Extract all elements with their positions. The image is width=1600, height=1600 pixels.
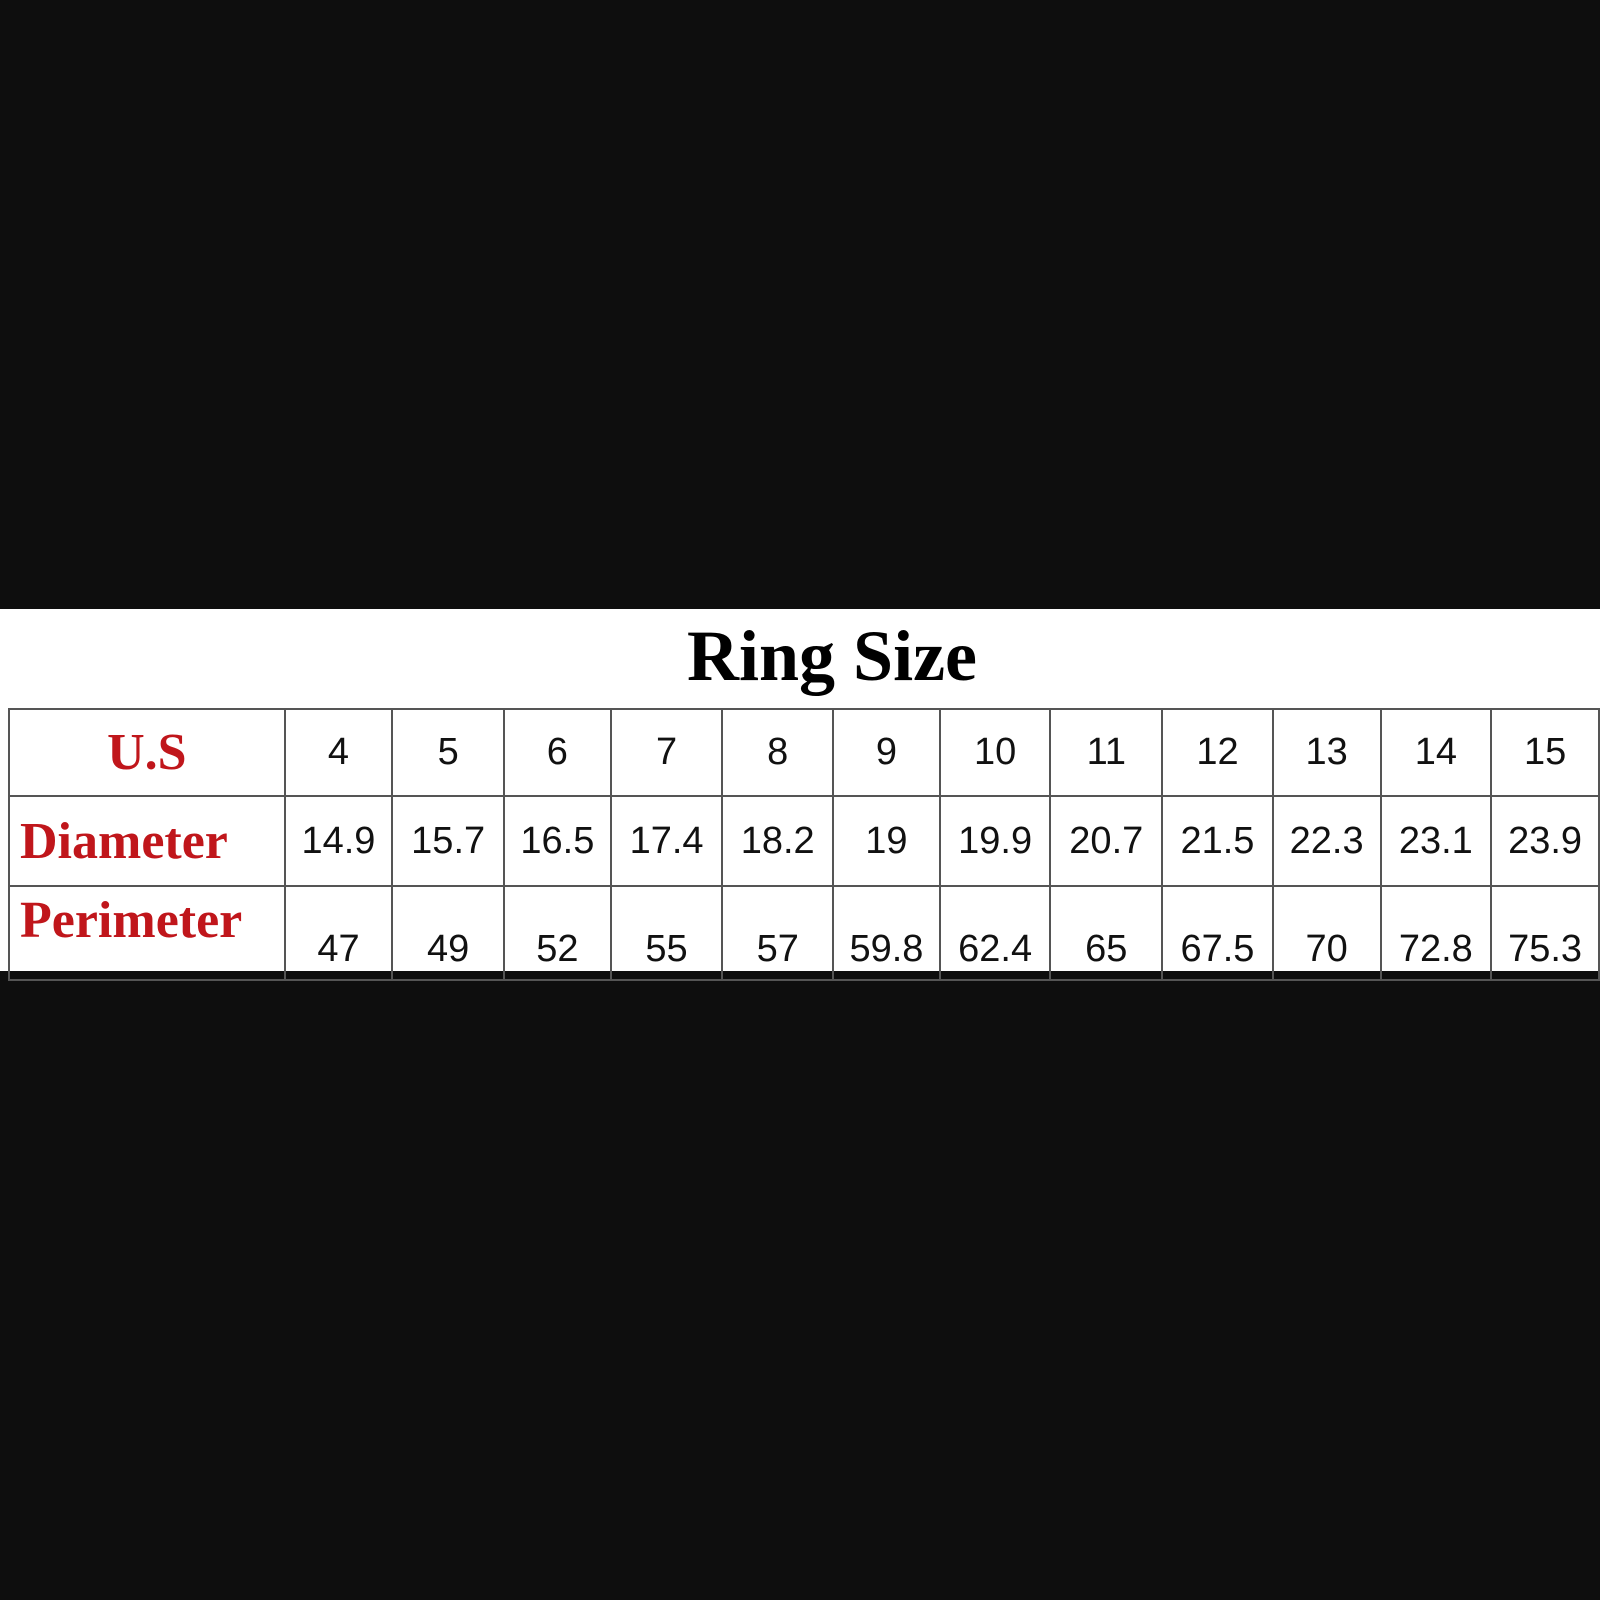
table-cell: 8 (721, 708, 835, 797)
table-cell: 4 (283, 708, 394, 797)
table-cell: 6 (503, 708, 612, 797)
table-cell: 18.2 (721, 795, 835, 887)
table-cell: 17.4 (609, 795, 724, 887)
table-row: Perimeter 47 49 52 55 57 59.8 62.4 65 67.5 70 72.8 7… (8, 885, 1600, 981)
table-cell: 70 (1271, 885, 1382, 981)
table-cell: 23.9 (1490, 795, 1600, 887)
table-cell: 59.8 (832, 885, 941, 981)
table-row: U.S 4 5 6 7 8 9 10 11 12 13 14 15 (8, 708, 1600, 797)
table-cell: 13 (1271, 708, 1382, 797)
table-cell: 20.7 (1049, 795, 1164, 887)
table-cell: 11 (1049, 708, 1164, 797)
table-cell: 14 (1379, 708, 1493, 797)
table-cell: 19.9 (938, 795, 1052, 887)
table-cell: 15.7 (391, 795, 505, 887)
table-cell: 23.1 (1379, 795, 1493, 887)
table-cell: 12 (1161, 708, 1274, 797)
table-cell: 55 (609, 885, 724, 981)
table-cell: 5 (391, 708, 505, 797)
row-header: Perimeter (8, 885, 286, 981)
table-cell: 16.5 (503, 795, 612, 887)
row-header: Diameter (8, 795, 286, 887)
table-cell: 72.8 (1379, 885, 1493, 981)
table-cell: 10 (938, 708, 1052, 797)
table-cell: 57 (721, 885, 835, 981)
table-cell: 62.4 (938, 885, 1052, 981)
table-cell: 7 (609, 708, 724, 797)
table-cell: 52 (503, 885, 612, 981)
table-cell: 21.5 (1161, 795, 1274, 887)
table-cell: 14.9 (283, 795, 394, 887)
table-cell: 49 (391, 885, 505, 981)
table-cell: 47 (283, 885, 394, 981)
table-cell: 67.5 (1161, 885, 1274, 981)
table-cell: 15 (1490, 708, 1600, 797)
table-cell: 75.3 (1490, 885, 1600, 981)
table-cell: 19 (832, 795, 941, 887)
row-header: U.S (8, 708, 286, 797)
ring-size-table: U.S 4 5 6 7 8 9 10 11 12 13 14 15 Diameter 14.9 15.7 16.… (8, 708, 1600, 981)
page-title: Ring Size (686, 616, 977, 696)
table-cell: 65 (1049, 885, 1164, 981)
table-cell: 9 (832, 708, 941, 797)
table-row: Diameter 14.9 15.7 16.5 17.4 18.2 19 19.9 20.7 21… (8, 795, 1600, 887)
table-cell: 22.3 (1271, 795, 1382, 887)
